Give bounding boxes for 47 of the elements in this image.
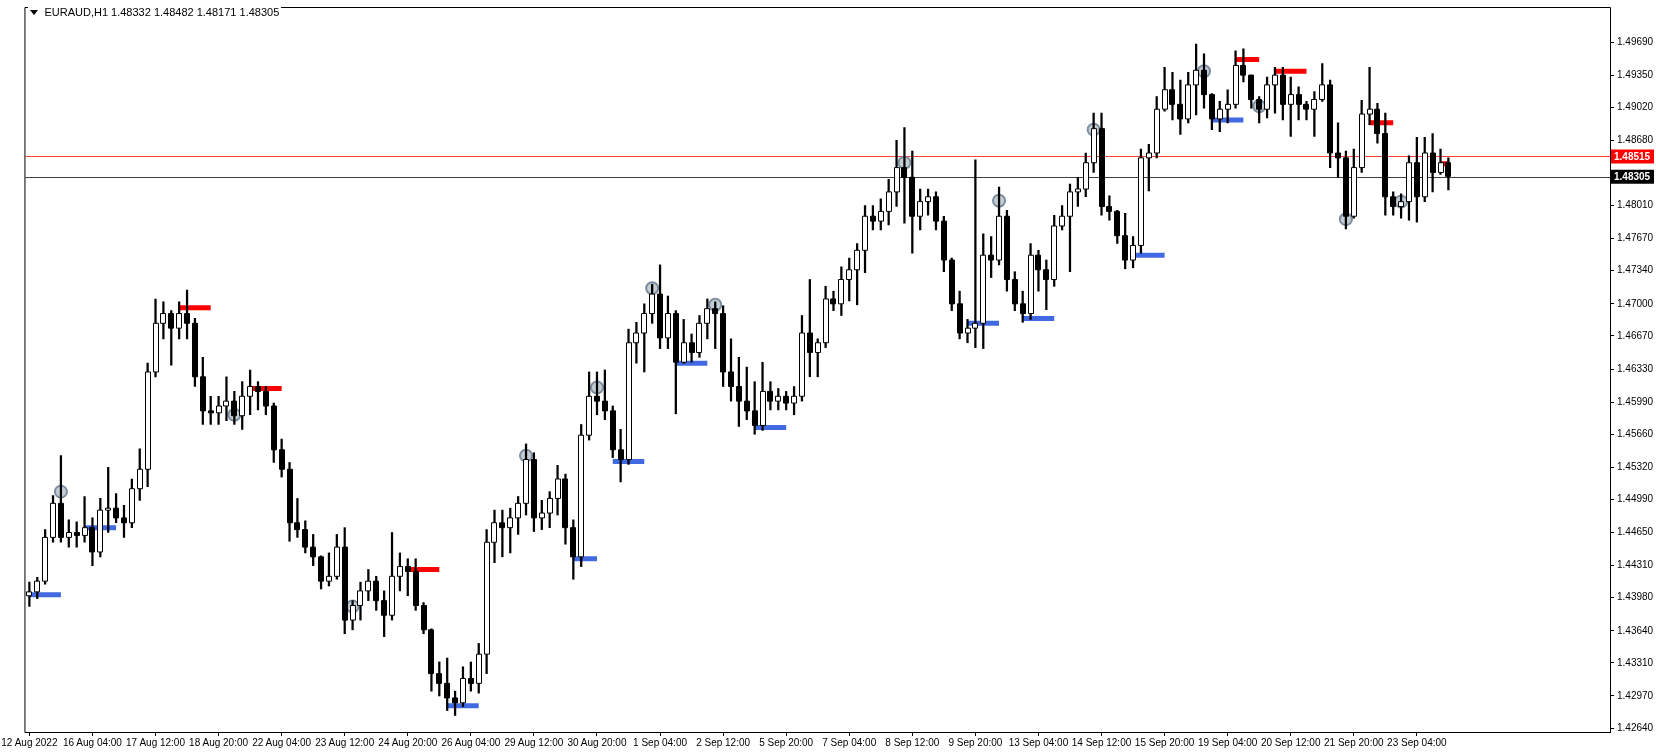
x-tick-label: 18 Aug 20:00 (189, 736, 249, 748)
y-tick-label: 1.46670 (1617, 329, 1654, 341)
y-tick-label: 1.43640 (1617, 624, 1654, 636)
y-tick-label: 1.47340 (1617, 264, 1654, 276)
x-tick-label: 24 Aug 20:00 (378, 736, 438, 748)
x-tick-label: 12 Aug 2022 (1, 736, 58, 748)
x-tick-label: 17 Aug 12:00 (126, 736, 186, 748)
y-tick-label: 1.42970 (1617, 689, 1654, 701)
y-tick-label: 1.48680 (1617, 134, 1654, 146)
x-tick-label: 22 Aug 04:00 (252, 736, 312, 748)
x-tick-label: 23 Aug 12:00 (315, 736, 375, 748)
x-tick-label: 20 Sep 12:00 (1260, 736, 1321, 748)
y-tick-label: 1.44990 (1617, 493, 1654, 505)
x-tick-label: 15 Sep 20:00 (1134, 736, 1195, 748)
y-tick-label: 1.44650 (1617, 526, 1654, 538)
y-tick-label: 1.45990 (1617, 395, 1654, 407)
y-tick-label: 1.44310 (1617, 559, 1654, 571)
x-tick-label: 7 Sep 04:00 (822, 736, 877, 748)
ref-line-label: 1.48305 (1614, 171, 1651, 183)
x-tick-label: 26 Aug 04:00 (441, 736, 501, 748)
x-tick-label: 13 Sep 04:00 (1008, 736, 1069, 748)
x-tick-label: 14 Sep 12:00 (1071, 736, 1132, 748)
y-tick-label: 1.47670 (1617, 232, 1654, 244)
y-tick-label: 1.49350 (1617, 68, 1654, 80)
y-tick-label: 1.45660 (1617, 427, 1654, 439)
y-tick-label: 1.43980 (1617, 591, 1654, 603)
y-tick-label: 1.48010 (1617, 199, 1654, 211)
y-tick-label: 1.45320 (1617, 461, 1654, 473)
x-tick-label: 16 Aug 04:00 (62, 736, 123, 748)
x-tick-label: 21 Sep 20:00 (1324, 736, 1384, 748)
y-tick-label: 1.46330 (1617, 362, 1654, 374)
y-tick-label: 1.49020 (1617, 101, 1654, 113)
chart-title: EURAUD,H1 1.48332 1.48482 1.48171 1.48305 (44, 6, 280, 18)
x-tick-label: 19 Sep 04:00 (1197, 736, 1258, 748)
x-tick-label: 2 Sep 12:00 (696, 736, 751, 748)
x-tick-label: 5 Sep 20:00 (759, 736, 814, 748)
ref-line-label: 1.48515 (1614, 150, 1651, 162)
x-tick-label: 30 Aug 20:00 (567, 736, 627, 748)
y-tick-label: 1.47000 (1617, 297, 1654, 309)
x-tick-label: 1 Sep 04:00 (633, 736, 688, 748)
y-tick-label: 1.42640 (1617, 721, 1654, 733)
x-tick-label: 29 Aug 12:00 (504, 736, 564, 748)
x-tick-label: 23 Sep 04:00 (1387, 736, 1448, 748)
x-tick-label: 8 Sep 12:00 (885, 736, 940, 748)
y-tick-label: 1.43310 (1617, 656, 1654, 668)
y-tick-label: 1.49690 (1617, 35, 1654, 47)
x-tick-label: 9 Sep 20:00 (948, 736, 1003, 748)
